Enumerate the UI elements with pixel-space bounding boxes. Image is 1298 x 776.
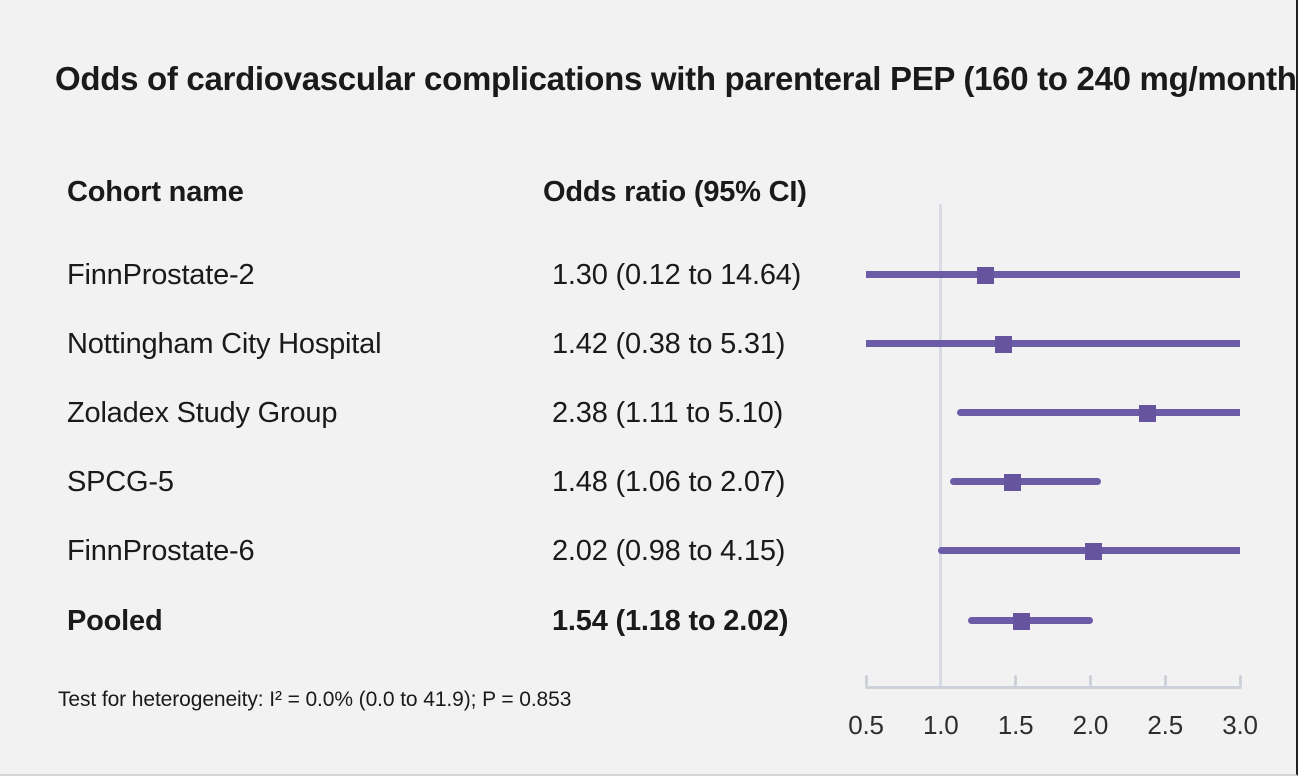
cohort-name: SPCG-5 [67,466,174,498]
confidence-interval-line [949,478,1101,485]
column-header-cohort: Cohort name [67,176,244,208]
table-row: FinnProstate-6 2.02 (0.98 to 4.15) [0,531,830,571]
x-axis-tick-label: 2.5 [1147,710,1183,740]
x-axis-tick-label: 0.5 [848,710,884,740]
odds-ratio-value: 1.42 (0.38 to 5.31) [552,328,786,360]
heterogeneity-footnote: Test for heterogeneity: I² = 0.0% (0.0 t… [58,688,572,711]
x-axis-tick [1014,675,1018,686]
x-axis-tick [1238,675,1242,686]
x-axis-tick-label: 2.0 [1072,710,1109,740]
odds-ratio-value: 1.54 (1.18 to 2.02) [552,605,789,637]
table-row: SPCG-5 1.48 (1.06 to 2.07) [0,462,830,502]
odds-ratio-marker [995,335,1013,353]
odds-ratio-marker [1138,404,1156,422]
x-axis-tick [1163,675,1167,686]
confidence-interval-line [866,340,1240,347]
odds-ratio-value: 1.48 (1.06 to 2.07) [552,466,786,498]
cohort-name: Nottingham City Hospital [67,328,382,360]
odds-ratio-marker [1004,473,1022,491]
reference-line [939,204,943,689]
odds-ratio-marker [1084,542,1102,560]
confidence-interval-line [866,271,1240,278]
x-axis-line [864,686,1242,689]
x-axis-tick-label: 1.5 [997,710,1034,740]
table-row: FinnProstate-2 1.30 (0.12 to 14.64) [0,255,830,295]
cohort-name: FinnProstate-2 [67,259,255,291]
cohort-name: Pooled [67,605,163,637]
table-row: Nottingham City Hospital 1.42 (0.38 to 5.… [0,324,830,364]
cohort-name: Zoladex Study Group [67,397,338,429]
odds-ratio-marker [977,266,995,284]
odds-ratio-value: 2.38 (1.11 to 5.10) [552,397,784,429]
odds-ratio-value: 2.02 (0.98 to 4.15) [552,535,786,567]
x-axis-tick-label: 1.0 [923,710,959,740]
odds-ratio-value: 1.30 (0.12 to 14.64) [552,259,802,291]
confidence-interval-line [957,409,1240,416]
pooled-estimate-marker [1013,612,1031,630]
table-row-pooled: Pooled 1.54 (1.18 to 2.02) [0,601,830,641]
x-axis-tick [864,675,868,686]
chart-title: Odds of cardiovascular complications wit… [55,60,1298,97]
confidence-interval-line [967,617,1094,624]
cohort-name: FinnProstate-6 [67,535,255,567]
table-row: Zoladex Study Group 2.38 (1.11 to 5.10) [0,393,830,433]
x-axis-tick-label: 3.0 [1222,710,1258,740]
column-header-odds-ratio: Odds ratio (95% CI) [543,176,807,208]
x-axis-tick [1088,675,1092,686]
